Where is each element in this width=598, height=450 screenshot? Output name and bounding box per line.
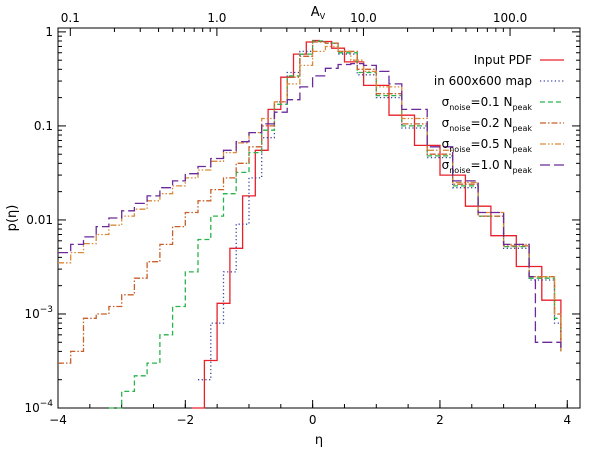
legend-label: in 600x600 map — [434, 74, 532, 88]
legend-label: σnoise=0.2 Npeak — [442, 116, 533, 133]
series-lines — [58, 39, 562, 409]
legend-label: Input PDF — [474, 53, 532, 67]
legend: Input PDF in 600x600 map σnoise=0.1 Npeak σ… — [434, 53, 564, 175]
series-line-4 — [58, 41, 562, 364]
top-tick-label: 0.1 — [61, 11, 80, 25]
top-tick-label: 1.0 — [207, 11, 226, 25]
series-line-2 — [198, 40, 562, 381]
y-tick-label: 0.1 — [34, 119, 53, 133]
series-line-3 — [108, 40, 562, 409]
x-tick-label: −2 — [176, 413, 194, 427]
series-line-5 — [58, 45, 562, 352]
legend-label: σnoise=0.5 Npeak — [442, 137, 533, 154]
y-tick-label: 1 — [45, 25, 53, 39]
axis-ticks — [57, 28, 581, 409]
top-tick-label: 100.0 — [493, 11, 527, 25]
y-tick-label: 10−3 — [24, 305, 53, 321]
axis-tick-labels: −4 −2 0 2 4 10−4 10−3 0.01 0.1 1 0.1 1.0 10.0 100.0 — [24, 11, 571, 427]
x-tick-label: −4 — [49, 413, 67, 427]
x-tick-label: 0 — [309, 413, 317, 427]
legend-label: σnoise=1.0 Npeak — [442, 158, 533, 175]
x-tick-label: 2 — [436, 413, 444, 427]
legend-label: σnoise=0.1 Npeak — [442, 95, 533, 112]
y-axis-title: p(η) — [5, 205, 20, 232]
y-tick-label: 0.01 — [26, 213, 53, 227]
x-tick-label: 4 — [563, 413, 571, 427]
top-axis-title: AV — [311, 5, 326, 21]
top-tick-label: 10.0 — [350, 11, 377, 25]
series-line-6 — [58, 62, 562, 352]
y-tick-label: 10−4 — [24, 399, 53, 415]
x-axis-title: η — [315, 433, 323, 448]
